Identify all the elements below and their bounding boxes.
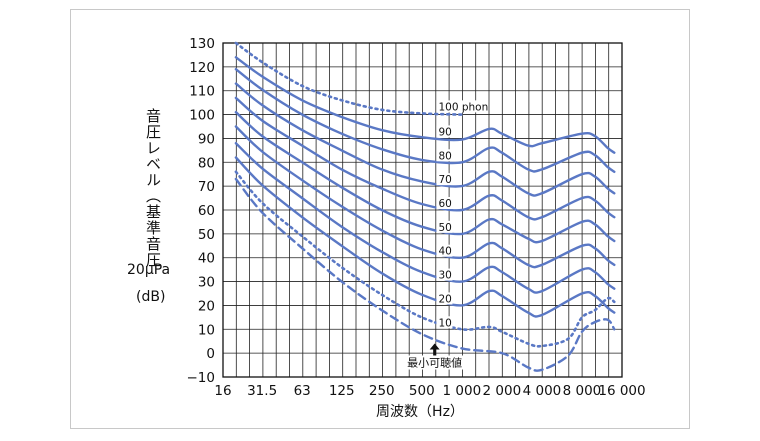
x-tick-label: 16 000 — [598, 383, 645, 399]
phon-label: 80 — [438, 150, 451, 162]
phon-label: 10 — [438, 317, 451, 329]
arrow-up-icon — [429, 343, 440, 356]
y-tick-label: 100 — [189, 108, 215, 124]
y-tick-label: 80 — [198, 155, 215, 171]
grid — [222, 42, 623, 378]
y-tick-label: 50 — [198, 227, 215, 243]
y-tick-label: 0 — [206, 346, 215, 362]
x-tick-label: 4 000 — [523, 383, 562, 399]
phon-label-bg — [436, 173, 453, 186]
x-axis-label: 周波数（Hz） — [376, 404, 464, 420]
series-10 — [234, 170, 616, 348]
series-20 — [234, 156, 616, 318]
phon-label: 70 — [438, 174, 451, 186]
y-tick-label: 30 — [198, 275, 215, 291]
series-最小可聴値 — [234, 177, 616, 372]
x-tick-label: 8 000 — [563, 383, 602, 399]
y-axis-label: 音圧レベル（基準音圧 — [144, 108, 162, 268]
phon-label: 50 — [438, 222, 451, 234]
x-tick-label: 31.5 — [247, 383, 277, 399]
x-tick-label: 2 000 — [483, 383, 522, 399]
series-40 — [234, 125, 616, 269]
y-tick-label: −10 — [187, 370, 216, 386]
axis-layer: −10 0 10 20 30 40 50 60 70 80 90 100 110 120 130 16 31.5… — [187, 36, 646, 399]
series-60 — [234, 96, 616, 221]
labels-layer: 100 phon 90 80 70 60 50 40 30 20 10 最小可聴値 — [405, 100, 488, 370]
y-tick-label: 40 — [198, 251, 215, 267]
y-tick-label: 70 — [198, 179, 215, 195]
annotation-bg — [405, 355, 470, 370]
x-tick-label: 125 — [329, 383, 355, 399]
phon-label-bg — [436, 149, 453, 162]
x-tick-label: 16 — [214, 383, 231, 399]
annotation-label: 最小可聴値 — [407, 357, 462, 370]
series-90 — [234, 56, 616, 154]
y-axis-unit: (dB) — [136, 289, 166, 305]
phon-label: 30 — [438, 270, 451, 282]
y-tick-label: 10 — [198, 322, 215, 338]
x-tick-label: 63 — [294, 383, 311, 399]
x-tick-label: 500 — [409, 383, 435, 399]
plot-border — [222, 42, 623, 378]
phon-label: 40 — [438, 246, 451, 258]
y-tick-label: 130 — [189, 36, 215, 52]
series-50 — [234, 111, 616, 244]
series-80 — [234, 68, 616, 173]
y-axis-reference: 20μPa — [127, 262, 171, 278]
y-tick-label: 110 — [189, 84, 215, 100]
y-tick-label: 20 — [198, 298, 215, 314]
phon-label-bg — [436, 244, 453, 257]
phon-label-bg — [436, 268, 453, 281]
series-30 — [234, 142, 616, 294]
y-tick-label: 120 — [189, 60, 215, 76]
x-tick-label: 1 000 — [443, 383, 482, 399]
y-tick-label: 90 — [198, 131, 215, 147]
chart-frame — [70, 9, 690, 429]
phon-label: 60 — [438, 198, 451, 210]
phon-label: 100 phon — [438, 101, 488, 113]
phon-label-bg — [436, 292, 453, 305]
series-100-phon — [234, 41, 464, 116]
phon-label-bg — [436, 125, 453, 138]
phon-label: 20 — [438, 293, 451, 305]
series-layer — [234, 41, 616, 372]
phon-label-bg — [436, 220, 453, 233]
phon-label-bg — [436, 100, 487, 113]
phon-label: 90 — [438, 126, 451, 138]
phon-label-bg — [436, 316, 453, 329]
x-tick-label: 250 — [369, 383, 395, 399]
phon-label-bg — [436, 197, 453, 209]
series-70 — [234, 82, 616, 197]
y-tick-label: 60 — [198, 203, 215, 219]
